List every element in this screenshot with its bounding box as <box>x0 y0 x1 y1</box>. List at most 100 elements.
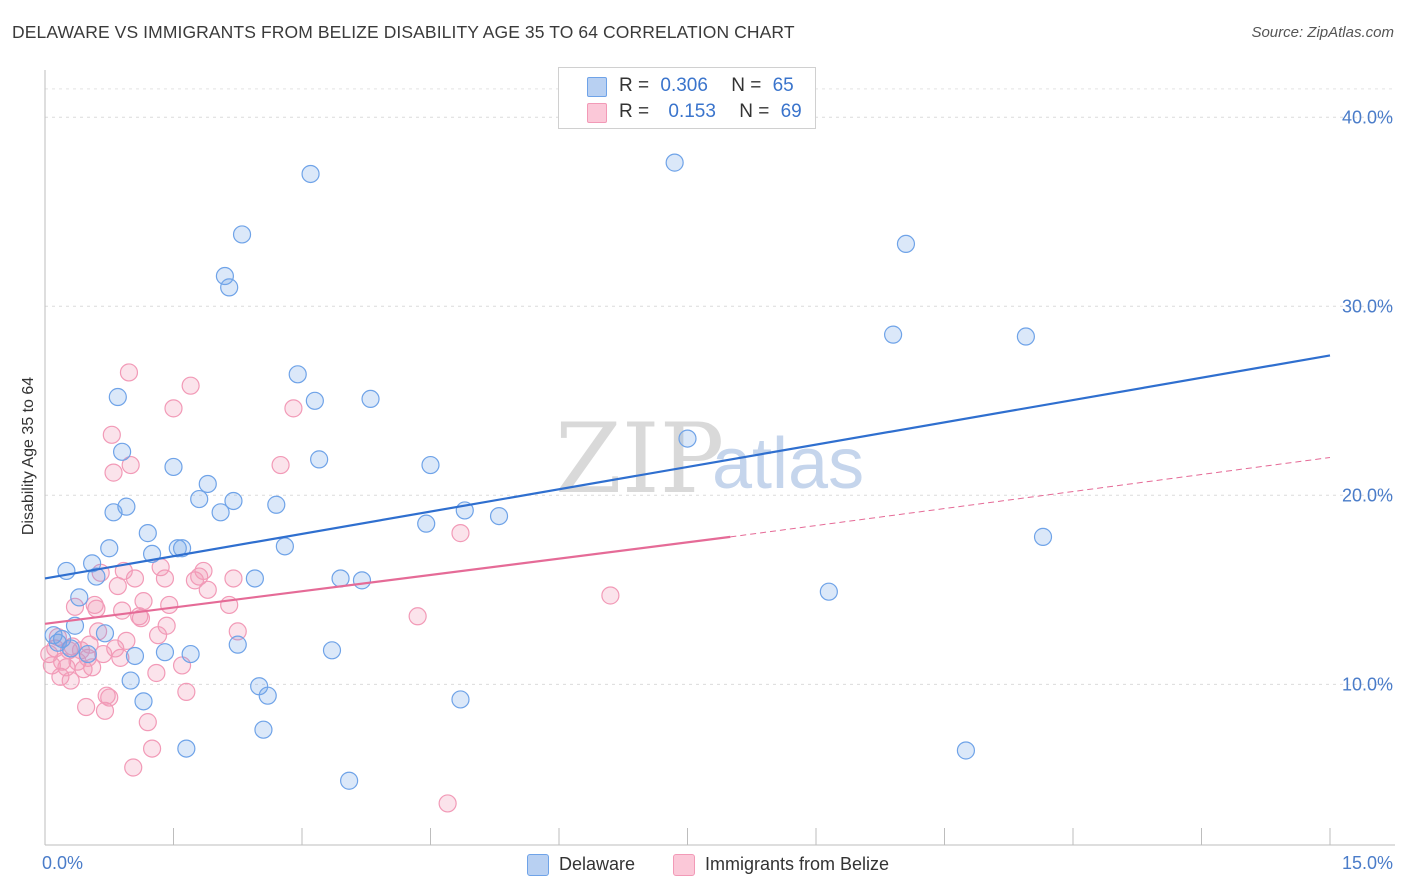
delaware-point <box>168 539 187 558</box>
delaware-point <box>228 635 247 654</box>
belize-point <box>142 739 162 758</box>
y-axis-title: Disability Age 35 to 64 <box>20 377 37 535</box>
delaware-point <box>267 495 286 514</box>
belize-point <box>181 376 200 395</box>
delaware-point <box>125 646 145 666</box>
y-tick-labels: 10.0% 20.0% 30.0% 40.0% <box>1342 107 1393 694</box>
chart-title: DELAWARE VS IMMIGRANTS FROM BELIZE DISAB… <box>12 22 795 42</box>
delaware-point <box>100 539 119 558</box>
belize-trend-line <box>44 535 731 625</box>
belize-point <box>104 463 123 482</box>
delaware-point <box>322 641 342 660</box>
belize-point <box>271 455 290 475</box>
n-value: 65 <box>772 75 794 96</box>
delaware-point <box>340 771 359 790</box>
belize-point <box>224 569 243 588</box>
y-tick-label: 10.0% <box>1342 674 1393 694</box>
delaware-point <box>301 164 320 184</box>
belize-point <box>77 697 96 717</box>
n-value: 69 <box>780 101 802 122</box>
stats-legend: R = 0.306 N = 65 R = 0.153 N = 69 <box>558 67 816 129</box>
belize-point <box>87 599 106 618</box>
delaware-point <box>417 514 436 533</box>
watermark-zip: ZIP <box>555 403 724 515</box>
delaware-point <box>665 153 684 172</box>
belize-point <box>147 663 166 683</box>
x-tick-label: 15.0% <box>1342 853 1393 873</box>
y-tick-label: 30.0% <box>1342 296 1393 316</box>
belize-point <box>155 569 175 588</box>
trend-lines <box>44 354 1331 625</box>
belize-point <box>451 524 470 543</box>
delaware-point <box>70 588 89 607</box>
delaware-point <box>1033 527 1053 546</box>
delaware-point <box>883 325 903 344</box>
delaware-point <box>211 503 230 522</box>
delaware-point <box>164 457 183 477</box>
y-tick-label: 40.0% <box>1342 107 1393 127</box>
belize-point <box>97 686 116 705</box>
axes <box>44 70 1395 846</box>
belize-point <box>194 561 213 581</box>
delaware-point <box>117 497 136 516</box>
belize-point <box>408 607 427 626</box>
delaware-point <box>198 474 217 494</box>
belize-point <box>102 425 121 444</box>
belize-point <box>164 399 183 418</box>
belize-point <box>124 758 143 777</box>
delaware-point <box>138 524 157 543</box>
belize-point <box>112 601 132 620</box>
delaware-point <box>155 643 175 662</box>
belize-point <box>177 682 196 701</box>
delaware-point <box>190 489 209 509</box>
belize-trend-extension <box>730 457 1331 538</box>
delaware-point <box>224 491 243 511</box>
delaware-point <box>181 644 200 664</box>
watermark-atlas: atlas <box>712 424 864 504</box>
belize-point <box>51 667 70 686</box>
delaware-point <box>87 567 106 586</box>
belize-point <box>228 622 247 641</box>
belize-point <box>89 622 108 641</box>
delaware-point <box>678 429 697 448</box>
belize-point <box>198 580 217 599</box>
delaware-point <box>352 571 372 590</box>
belize-point <box>65 597 85 616</box>
delaware-legend-swatch <box>527 854 549 876</box>
stats-text-delaware: R = 0.306 N = 65 <box>619 75 794 97</box>
belize-legend-swatch <box>673 854 695 876</box>
delaware-point <box>254 720 273 739</box>
belize-point <box>94 644 113 664</box>
belize-point <box>601 586 620 605</box>
belize-point <box>121 455 140 475</box>
belize-point <box>157 616 176 635</box>
x-tick-label: 0.0% <box>42 853 83 873</box>
n-label: N = <box>731 75 762 96</box>
r-label: R = <box>619 101 650 122</box>
delaware-point <box>305 391 324 410</box>
belize-point <box>134 592 153 611</box>
delaware-point <box>275 537 294 556</box>
delaware-point <box>288 365 307 384</box>
stats-text-belize: R = 0.153 N = 69 <box>619 101 802 123</box>
delaware-point <box>331 569 350 588</box>
delaware-swatch <box>587 77 607 97</box>
series-legend: Delaware Immigrants from Belize <box>0 852 1406 878</box>
delaware-point <box>134 692 153 711</box>
delaware-point <box>108 387 127 407</box>
r-value: 0.153 <box>668 101 716 122</box>
delaware-point <box>112 442 132 461</box>
delaware-point <box>121 671 140 690</box>
legend-label-belize: Immigrants from Belize <box>705 854 890 874</box>
delaware-point <box>451 690 470 709</box>
legend-label-delaware: Delaware <box>559 854 636 874</box>
belize-point <box>111 648 130 667</box>
delaware-point <box>177 739 196 758</box>
belize-point <box>138 713 157 732</box>
delaware-point <box>310 450 329 469</box>
watermark: ZIP atlas <box>555 403 864 515</box>
delaware-point <box>61 639 80 658</box>
delaware-point <box>1016 327 1035 346</box>
delaware-point <box>215 266 234 286</box>
